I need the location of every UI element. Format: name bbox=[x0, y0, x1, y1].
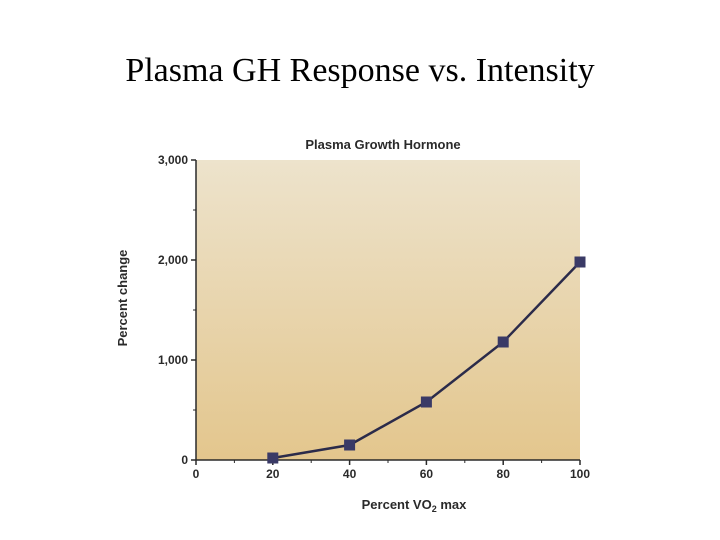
x-axis-label-subscript: 2 bbox=[432, 504, 437, 514]
data-point-marker bbox=[267, 452, 279, 464]
ticks: 0 1,000 2,000 3,000 0 20 40 60 80 100 bbox=[158, 153, 590, 481]
y-tick-label: 2,000 bbox=[158, 253, 188, 267]
y-tick-label: 0 bbox=[181, 453, 188, 467]
data-point-marker bbox=[420, 396, 432, 408]
x-tick-label: 100 bbox=[570, 467, 590, 481]
x-tick-label: 20 bbox=[266, 467, 280, 481]
slide-title: Plasma GH Response vs. Intensity bbox=[125, 52, 595, 89]
x-axis-label-suffix: max bbox=[437, 497, 467, 512]
y-tick-label: 1,000 bbox=[158, 353, 188, 367]
y-tick-label: 3,000 bbox=[158, 153, 188, 167]
chart-title: Plasma Growth Hormone bbox=[305, 137, 460, 152]
y-axis-label: Percent change bbox=[115, 250, 130, 347]
data-point-marker bbox=[344, 439, 356, 451]
data-point-marker bbox=[574, 256, 586, 268]
series-group bbox=[267, 256, 586, 464]
x-tick-label: 60 bbox=[420, 467, 434, 481]
data-point-marker bbox=[497, 336, 509, 348]
plot-background bbox=[196, 160, 580, 460]
x-tick-label: 40 bbox=[343, 467, 357, 481]
x-axis-label-main: Percent VO bbox=[362, 497, 432, 512]
x-axis-label: Percent VO2 max bbox=[362, 497, 468, 514]
x-tick-label: 0 bbox=[193, 467, 200, 481]
x-tick-label: 80 bbox=[497, 467, 511, 481]
